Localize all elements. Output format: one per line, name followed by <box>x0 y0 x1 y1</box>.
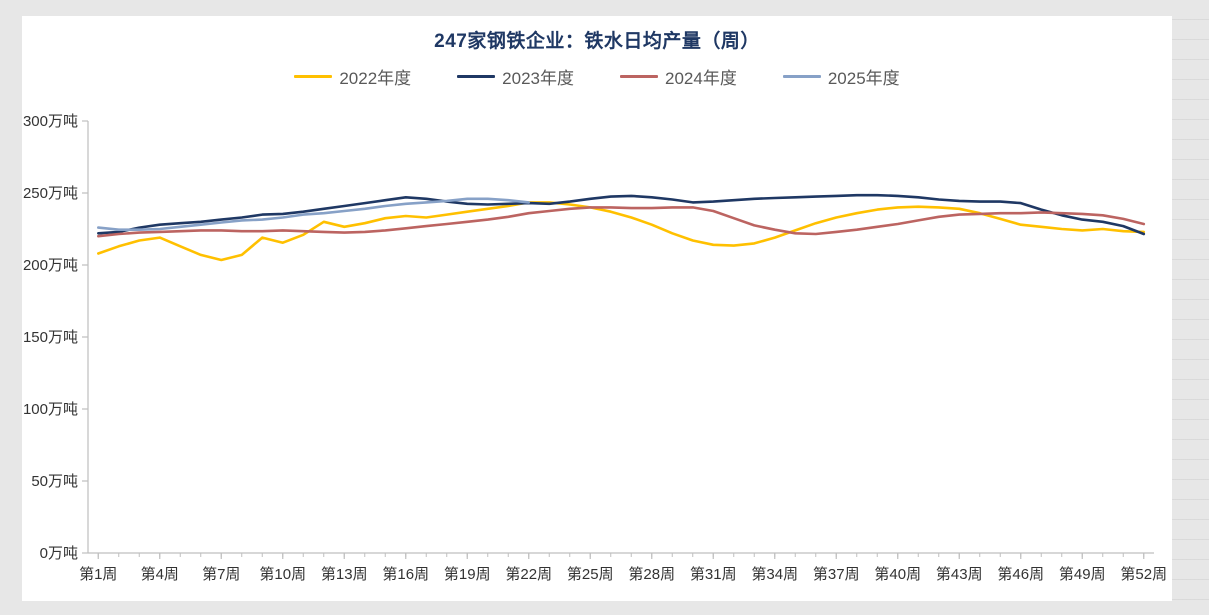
chart-title: 247家钢铁企业：铁水日均产量（周） <box>434 31 760 52</box>
legend-line-swatch <box>294 75 333 78</box>
legend-item-2022年度[interactable]: 2022年度 <box>294 64 411 89</box>
spreadsheet-row-lines <box>1172 0 1209 615</box>
legend-label: 2023年度 <box>502 69 574 88</box>
chart-panel: 247家钢铁企业：铁水日均产量（周） 2022年度 2023年度 2024年度 202… <box>22 16 1172 601</box>
legend-item-2025年度[interactable]: 2025年度 <box>782 64 900 89</box>
legend-item-2023年度[interactable]: 2023年度 <box>457 64 574 89</box>
legend-line-swatch <box>457 75 496 78</box>
legend-line-swatch <box>620 75 658 78</box>
legend-item-2024年度[interactable]: 2024年度 <box>620 64 737 89</box>
legend-label: 2025年度 <box>827 69 900 88</box>
chart-legend: 2022年度 2023年度 2024年度 2025年度 <box>22 64 1172 89</box>
legend-line-swatch <box>782 75 821 78</box>
legend-label: 2022年度 <box>339 69 412 88</box>
legend-label: 2024年度 <box>665 69 737 88</box>
